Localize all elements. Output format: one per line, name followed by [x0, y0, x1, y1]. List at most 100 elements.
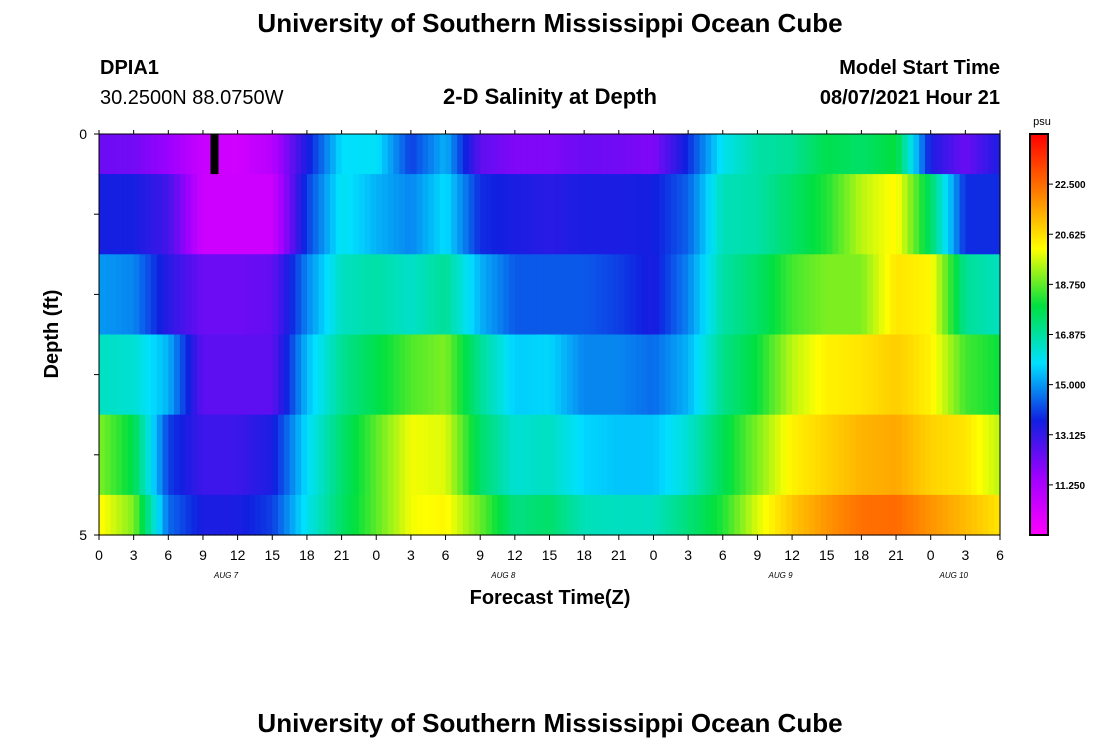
- colorbar-ticks: 11.250 13.125 15.000 16.875 18.750 20.625 22.5…: [1048, 180, 1086, 492]
- heatmap-cell: [665, 334, 672, 416]
- heatmap-cell: [907, 414, 914, 496]
- heatmap-cell: [480, 254, 487, 336]
- heatmap-cell: [809, 494, 816, 536]
- heatmap-cell: [572, 134, 579, 175]
- heatmap-cell: [705, 494, 712, 536]
- heatmap-cell: [150, 254, 158, 336]
- heatmap-cell: [641, 134, 649, 175]
- colorbar-tick-label: 13.125: [1055, 431, 1086, 442]
- heatmap-cell: [861, 494, 868, 536]
- x-tick-label: 6: [164, 547, 172, 563]
- heatmap-cell: [653, 254, 660, 336]
- heatmap-cell: [457, 494, 464, 536]
- salinity-heatmap-chart: 0 3 6 9 12 15 18 21 0 3 6 9 12 15 18 21 0 3 6 9 12 15 18 21 0 3 6 …: [41, 116, 1086, 609]
- heatmap-cell: [896, 254, 903, 336]
- heatmap-cell: [439, 494, 447, 536]
- heatmap-cell: [595, 174, 603, 255]
- heatmap-cell: [145, 414, 152, 496]
- footer-title: University of Southern Mississippi Ocean…: [257, 708, 843, 738]
- heatmap-cell: [566, 174, 574, 255]
- heatmap-cell: [740, 134, 747, 175]
- heatmap-cell: [820, 414, 828, 496]
- heatmap-cell: [584, 174, 591, 255]
- heatmap-cell: [549, 414, 556, 496]
- heatmap-cell: [976, 494, 984, 536]
- heatmap-cell: [751, 334, 759, 416]
- heatmap-cell: [445, 254, 452, 336]
- heatmap-cell: [832, 414, 839, 496]
- heatmap-cell: [884, 134, 891, 175]
- heatmap-cell: [844, 254, 851, 336]
- heatmap-cell: [543, 174, 551, 255]
- heatmap-cell: [953, 174, 961, 255]
- heatmap-cell: [924, 334, 932, 416]
- heatmap-cell: [214, 254, 221, 336]
- heatmap-cell: [445, 334, 452, 416]
- heatmap-cell: [358, 494, 366, 536]
- heatmap-cell: [624, 254, 631, 336]
- heatmap-cell: [844, 174, 851, 255]
- heatmap-cell: [127, 494, 135, 536]
- heatmap-cell: [503, 494, 510, 536]
- heatmap-cell: [630, 494, 637, 536]
- heatmap-cell: [237, 494, 244, 536]
- heatmap-cell: [174, 174, 181, 255]
- heatmap-cell: [474, 134, 481, 175]
- heatmap-cell: [815, 334, 822, 416]
- heatmap-cell: [237, 334, 244, 416]
- heatmap-cell: [578, 414, 585, 496]
- x-tick-label: 21: [611, 547, 627, 563]
- heatmap-cell: [589, 414, 597, 496]
- heatmap-cell: [948, 494, 955, 536]
- heatmap-cell: [260, 414, 268, 496]
- heatmap-cell: [624, 494, 631, 536]
- heatmap-cell: [924, 414, 932, 496]
- heatmap-cell: [942, 494, 949, 536]
- heatmap-cell: [826, 134, 834, 175]
- heatmap-cell: [613, 414, 620, 496]
- heatmap-cell: [162, 174, 169, 255]
- heatmap-cell: [601, 414, 608, 496]
- heatmap-cell: [826, 174, 834, 255]
- heatmap-cell: [226, 494, 233, 536]
- heatmap-cell: [601, 334, 608, 416]
- heatmap-cell: [786, 174, 793, 255]
- heatmap-cell: [174, 134, 181, 175]
- heatmap-cell: [665, 254, 672, 336]
- heatmap-cell: [601, 494, 608, 536]
- colorbar-gradient: [1029, 133, 1049, 536]
- heatmap-cell: [243, 494, 250, 536]
- date-label: AUG 7: [213, 571, 239, 580]
- heatmap-cell: [364, 134, 372, 175]
- heatmap-cell: [942, 254, 949, 336]
- heatmap-cell: [145, 494, 152, 536]
- x-tick-label: 3: [130, 547, 138, 563]
- heatmap-cell: [260, 174, 268, 255]
- heatmap-cell: [861, 414, 868, 496]
- heatmap-cell: [676, 494, 683, 536]
- heatmap-cell: [509, 494, 516, 536]
- heatmap-cell: [838, 334, 845, 416]
- heatmap-cell: [786, 254, 793, 336]
- heatmap-cell: [584, 334, 591, 416]
- heatmap-cell: [792, 134, 799, 175]
- heatmap-cell: [699, 174, 707, 255]
- heatmap-cell: [740, 494, 747, 536]
- heatmap-cell: [647, 334, 655, 416]
- heatmap-cell: [520, 174, 527, 255]
- heatmap-cell: [116, 174, 123, 255]
- heatmap-cell: [127, 334, 135, 416]
- heatmap-cell: [312, 494, 320, 536]
- heatmap-cell: [347, 414, 354, 496]
- heatmap-cell: [185, 134, 193, 175]
- heatmap-cell: [226, 414, 233, 496]
- heatmap-cell: [514, 334, 522, 416]
- heatmap-cell: [711, 494, 718, 536]
- heatmap-cell: [283, 254, 291, 336]
- heatmap-cell: [849, 494, 857, 536]
- heatmap-cell: [399, 254, 406, 336]
- heatmap-cell: [312, 334, 320, 416]
- heatmap-cell: [971, 134, 978, 175]
- heatmap-cell: [110, 134, 117, 175]
- heatmap-cell: [243, 254, 250, 336]
